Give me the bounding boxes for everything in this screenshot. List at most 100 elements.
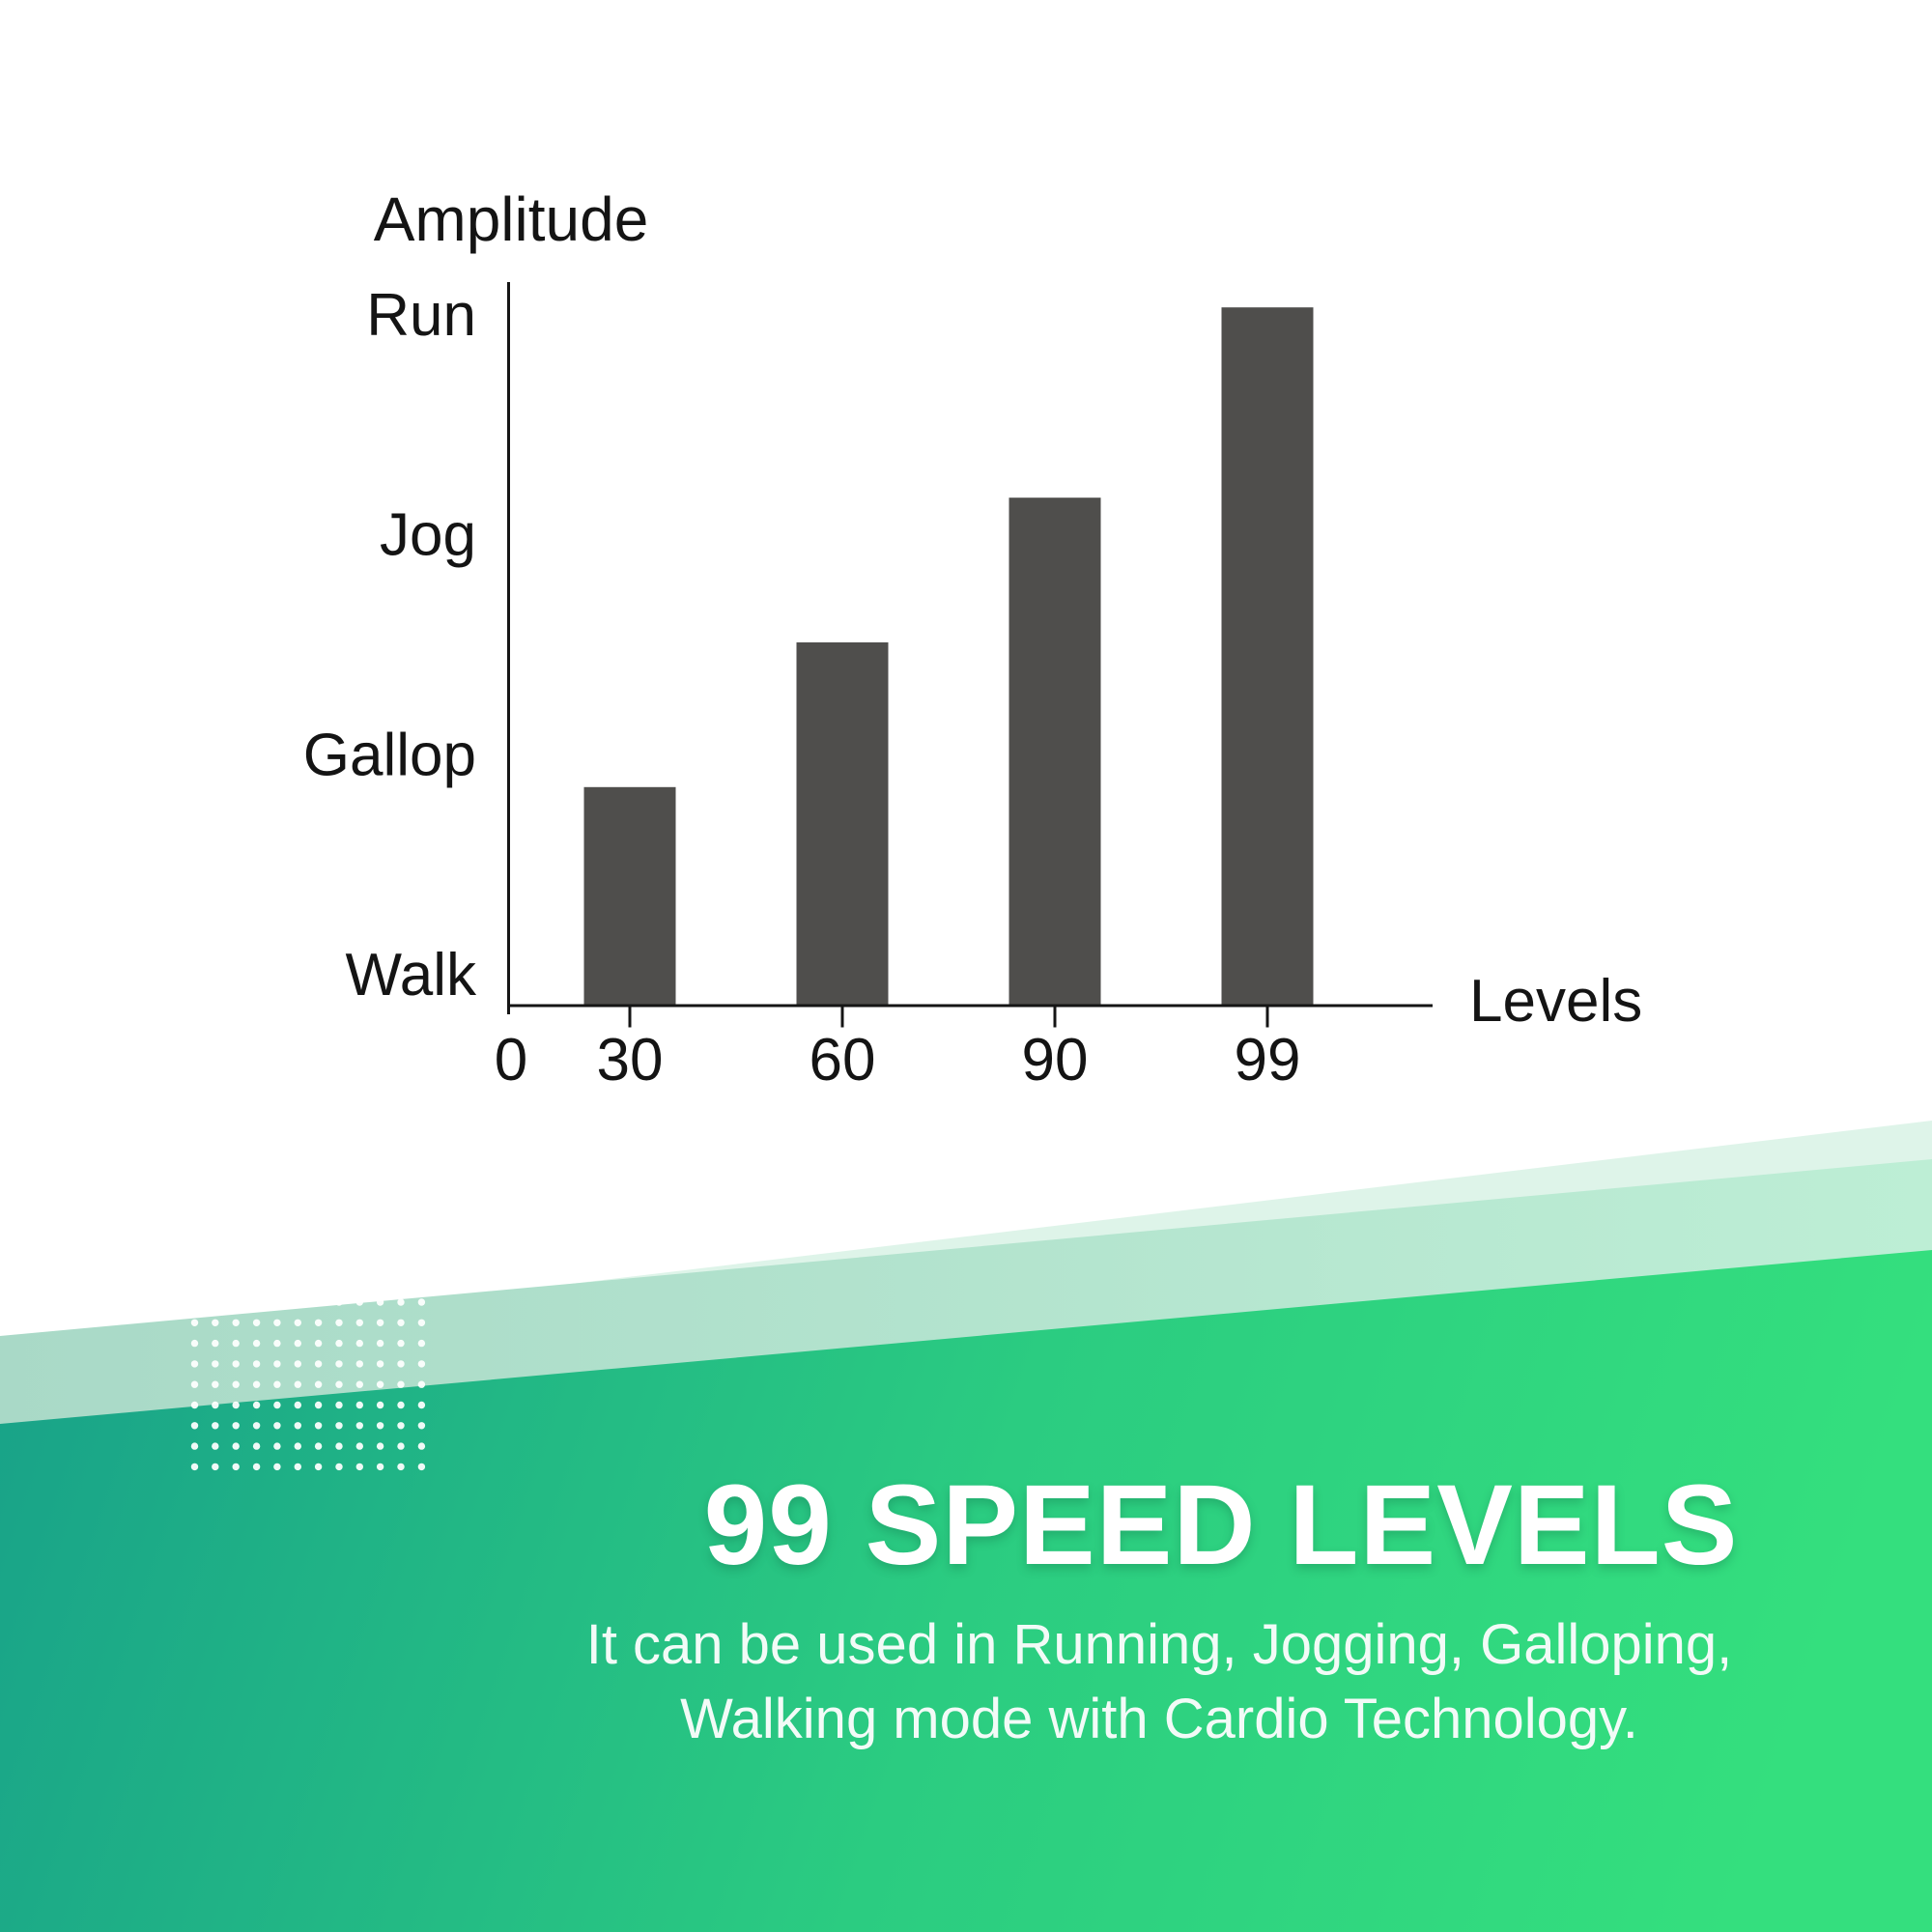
dot (335, 1380, 343, 1388)
bar-level-30 (583, 786, 676, 1006)
banner-subtext-line-2: Walking mode with Cardio Technology. (680, 1688, 1638, 1750)
dot (294, 1319, 301, 1327)
dot (417, 1422, 426, 1430)
dot (417, 1380, 426, 1388)
banner-subtext-line-1: It can be used in Running, Jogging, Gall… (585, 1613, 1733, 1676)
dot (376, 1360, 384, 1368)
dot (294, 1339, 301, 1348)
dot (314, 1380, 323, 1388)
dot (212, 1401, 219, 1409)
chart-x-axis-title: Levels (1469, 968, 1643, 1035)
dot (273, 1339, 281, 1348)
dot (294, 1463, 301, 1471)
dot (376, 1339, 384, 1348)
dot (232, 1442, 240, 1450)
dot (355, 1401, 363, 1409)
dot (212, 1339, 219, 1348)
x-tick-label-0: 0 (495, 1027, 527, 1094)
y-tick-label-run: Run (366, 282, 476, 349)
dot (355, 1360, 363, 1368)
dot (417, 1401, 426, 1409)
dot (232, 1422, 240, 1430)
dot (273, 1380, 281, 1388)
dot (252, 1339, 261, 1348)
dot (273, 1319, 281, 1327)
dot (314, 1463, 323, 1471)
dot (335, 1422, 343, 1430)
dot (417, 1463, 426, 1471)
dot (397, 1319, 405, 1327)
x-tick-label-90: 90 (1022, 1027, 1089, 1094)
banner-heading: 99 SPEED LEVELS (703, 1462, 1739, 1589)
dot (232, 1339, 240, 1348)
dot (335, 1298, 343, 1306)
dot (273, 1442, 281, 1450)
dot (355, 1463, 363, 1471)
dot (212, 1463, 219, 1471)
dot (190, 1401, 199, 1409)
y-tick-label-gallop: Gallop (303, 722, 476, 788)
dot (355, 1339, 363, 1348)
bar-level-99 (1221, 307, 1314, 1006)
dot (273, 1401, 281, 1409)
dot (417, 1319, 426, 1327)
dot (335, 1401, 343, 1409)
dot (212, 1442, 219, 1450)
dot (232, 1319, 240, 1327)
dot (397, 1442, 405, 1450)
dot (355, 1442, 363, 1450)
dot (397, 1463, 405, 1471)
banner-subtext: It can be used in Running, Jogging, Gall… (386, 1607, 1932, 1756)
dot (294, 1298, 301, 1306)
dot (397, 1298, 405, 1306)
dot (190, 1360, 199, 1368)
dot (417, 1298, 426, 1306)
dot (397, 1360, 405, 1368)
dot (232, 1298, 240, 1306)
dot (335, 1463, 343, 1471)
dot (417, 1442, 426, 1450)
dot (376, 1380, 384, 1388)
dot (335, 1319, 343, 1327)
dot (190, 1339, 199, 1348)
dot (190, 1463, 199, 1471)
dot (252, 1298, 261, 1306)
dot (355, 1422, 363, 1430)
dot (232, 1380, 240, 1388)
dot (232, 1401, 240, 1409)
dot (294, 1401, 301, 1409)
dot (376, 1298, 384, 1306)
dot (252, 1380, 261, 1388)
dark-green-band (0, 1250, 1932, 1932)
dot (252, 1401, 261, 1409)
dot (212, 1319, 219, 1327)
dot (232, 1360, 240, 1368)
dot (397, 1401, 405, 1409)
dot (335, 1360, 343, 1368)
dot (314, 1442, 323, 1450)
dot (252, 1360, 261, 1368)
dot (190, 1298, 199, 1306)
dot (212, 1360, 219, 1368)
dot (273, 1360, 281, 1368)
dot (314, 1401, 323, 1409)
dot (314, 1319, 323, 1327)
bar-level-90 (1009, 497, 1101, 1006)
dot (212, 1298, 219, 1306)
dot (190, 1319, 199, 1327)
dot (376, 1422, 384, 1430)
y-tick-label-walk: Walk (346, 942, 477, 1009)
dot (417, 1339, 426, 1348)
dot (294, 1422, 301, 1430)
dot (252, 1463, 261, 1471)
dot (273, 1298, 281, 1306)
dot (294, 1360, 301, 1368)
y-tick-label-jog: Jog (380, 502, 476, 569)
x-tick-label-30: 30 (597, 1027, 664, 1094)
dot (376, 1463, 384, 1471)
dot (212, 1380, 219, 1388)
dot (190, 1380, 199, 1388)
